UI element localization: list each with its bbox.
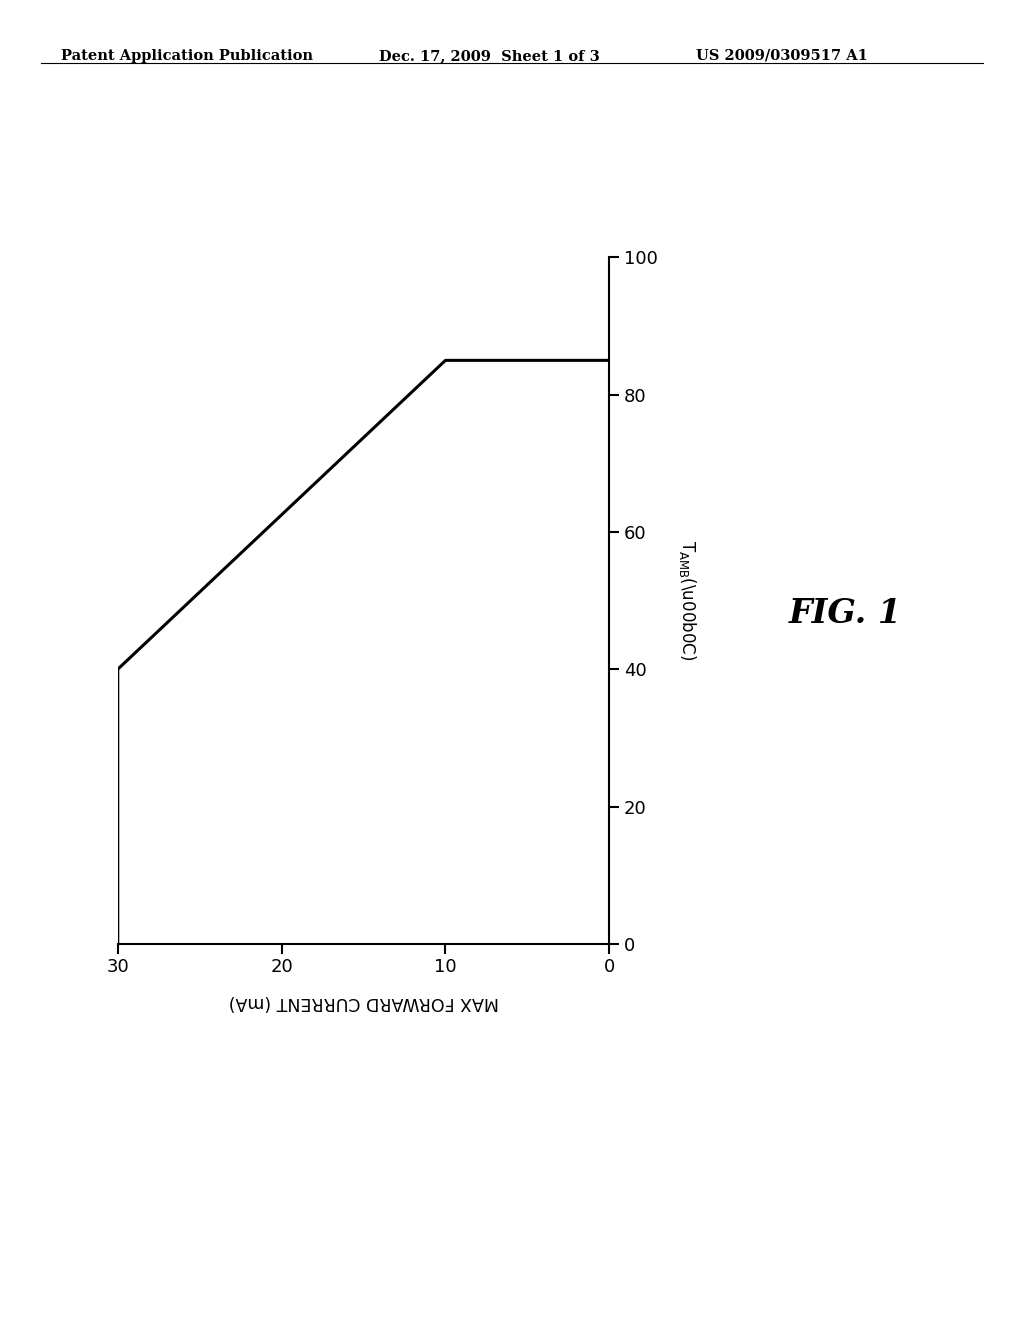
Text: Dec. 17, 2009  Sheet 1 of 3: Dec. 17, 2009 Sheet 1 of 3 [379,49,600,63]
Text: US 2009/0309517 A1: US 2009/0309517 A1 [696,49,868,63]
Y-axis label: $\mathregular{T_{AMB}}$(\u00b0C): $\mathregular{T_{AMB}}$(\u00b0C) [677,540,698,661]
Text: FIG. 1: FIG. 1 [788,597,901,630]
X-axis label: MAX FORWARD CURRENT (mA): MAX FORWARD CURRENT (mA) [228,993,499,1011]
Text: Patent Application Publication: Patent Application Publication [61,49,313,63]
